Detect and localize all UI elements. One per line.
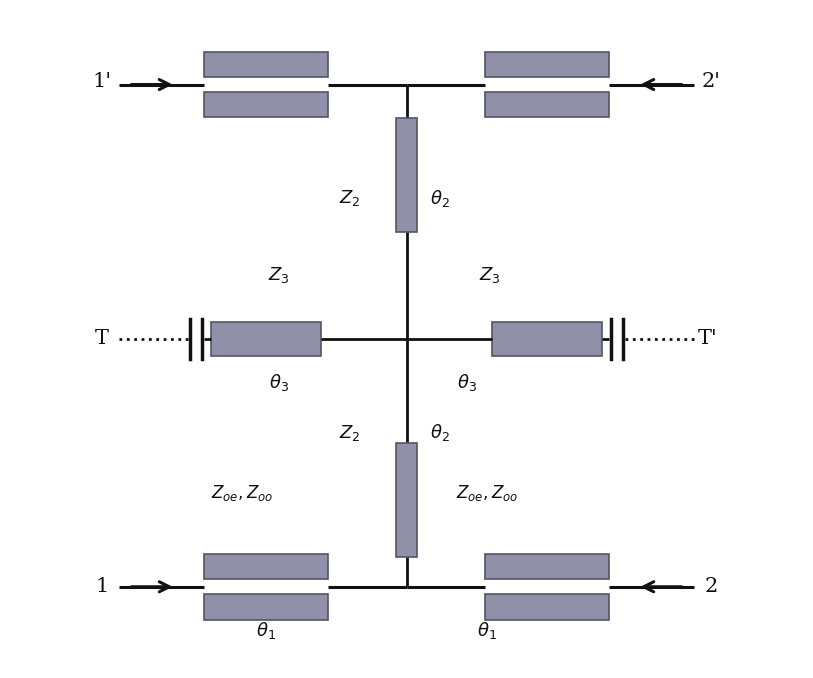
Bar [485,52,609,77]
Text: T: T [95,330,109,348]
Text: $Z_2$: $Z_2$ [339,423,360,443]
Text: $\theta_1$: $\theta_1$ [477,620,497,641]
Bar [204,594,328,620]
Text: $Z_2$: $Z_2$ [339,188,360,208]
Text: 1': 1' [92,72,111,91]
Text: $\theta_2$: $\theta_2$ [430,188,450,209]
Text: $\theta_2$: $\theta_2$ [430,422,450,443]
Text: T': T' [698,330,718,348]
Text: $\theta_3$: $\theta_3$ [269,372,289,393]
Bar [485,594,609,620]
Bar [397,118,416,232]
Bar [204,52,328,77]
Bar [397,443,416,557]
Bar [211,322,321,356]
Text: $Z_{oe}, Z_{oo}$: $Z_{oe}, Z_{oo}$ [456,483,518,503]
Text: $Z_{oe}, Z_{oo}$: $Z_{oe}, Z_{oo}$ [211,483,273,503]
Text: $Z_3$: $Z_3$ [480,265,501,285]
Bar [485,554,609,580]
Bar [204,92,328,117]
Text: 2: 2 [705,577,718,596]
Text: $Z_3$: $Z_3$ [268,265,290,285]
Text: $\theta_1$: $\theta_1$ [256,620,276,641]
Bar [485,92,609,117]
Text: 2': 2' [702,72,720,91]
Text: 1: 1 [95,577,108,596]
Text: $\theta_3$: $\theta_3$ [457,372,476,393]
Bar [204,554,328,580]
Bar [492,322,602,356]
